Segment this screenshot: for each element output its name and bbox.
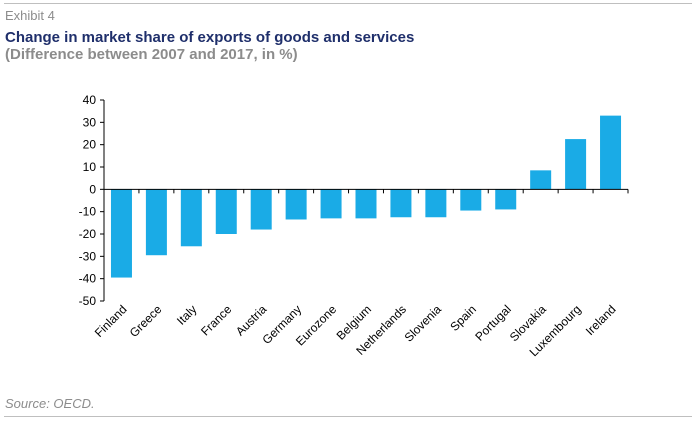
bar-germany xyxy=(285,189,307,220)
x-category-label: Ireland xyxy=(583,302,619,338)
x-category-label: France xyxy=(198,302,235,339)
chart-subtitle: (Difference between 2007 and 2017, in %) xyxy=(5,46,298,63)
bar-belgium xyxy=(355,189,377,219)
top-rule xyxy=(4,3,692,4)
x-category-label: Slovenia xyxy=(402,302,445,345)
y-tick-label: 10 xyxy=(83,160,97,174)
bar-france xyxy=(215,189,237,234)
chart-title: Change in market share of exports of goo… xyxy=(5,29,415,46)
y-tick-label: -20 xyxy=(79,227,97,241)
bar-spain xyxy=(460,189,482,211)
x-category-label: Portugal xyxy=(472,302,514,344)
x-category-label: Greece xyxy=(127,302,165,340)
y-tick-label: 20 xyxy=(83,138,97,152)
y-tick-label: -10 xyxy=(79,205,97,219)
bottom-rule xyxy=(4,416,692,417)
bar-portugal xyxy=(495,189,517,210)
bar-netherlands xyxy=(390,189,412,218)
source-note: Source: OECD. xyxy=(5,396,95,411)
y-tick-label: 40 xyxy=(83,93,97,107)
bar-slovenia xyxy=(425,189,447,218)
bar-ireland xyxy=(600,115,622,190)
exhibit-label: Exhibit 4 xyxy=(5,8,55,23)
bar-finland xyxy=(110,189,132,278)
bar-greece xyxy=(145,189,167,256)
x-category-label: Spain xyxy=(447,302,479,334)
bar-austria xyxy=(250,189,272,230)
x-category-label: Italy xyxy=(174,302,199,327)
bar-luxembourg xyxy=(565,139,587,190)
bar-italy xyxy=(180,189,202,247)
x-category-label: Finland xyxy=(92,302,130,340)
bar-eurozone xyxy=(320,189,342,219)
y-tick-label: -50 xyxy=(79,294,97,308)
y-tick-label: -40 xyxy=(79,272,97,286)
y-tick-label: 0 xyxy=(89,182,96,196)
bar-slovakia xyxy=(530,170,552,190)
y-tick-label: 30 xyxy=(83,115,97,129)
y-tick-label: -30 xyxy=(79,249,97,263)
